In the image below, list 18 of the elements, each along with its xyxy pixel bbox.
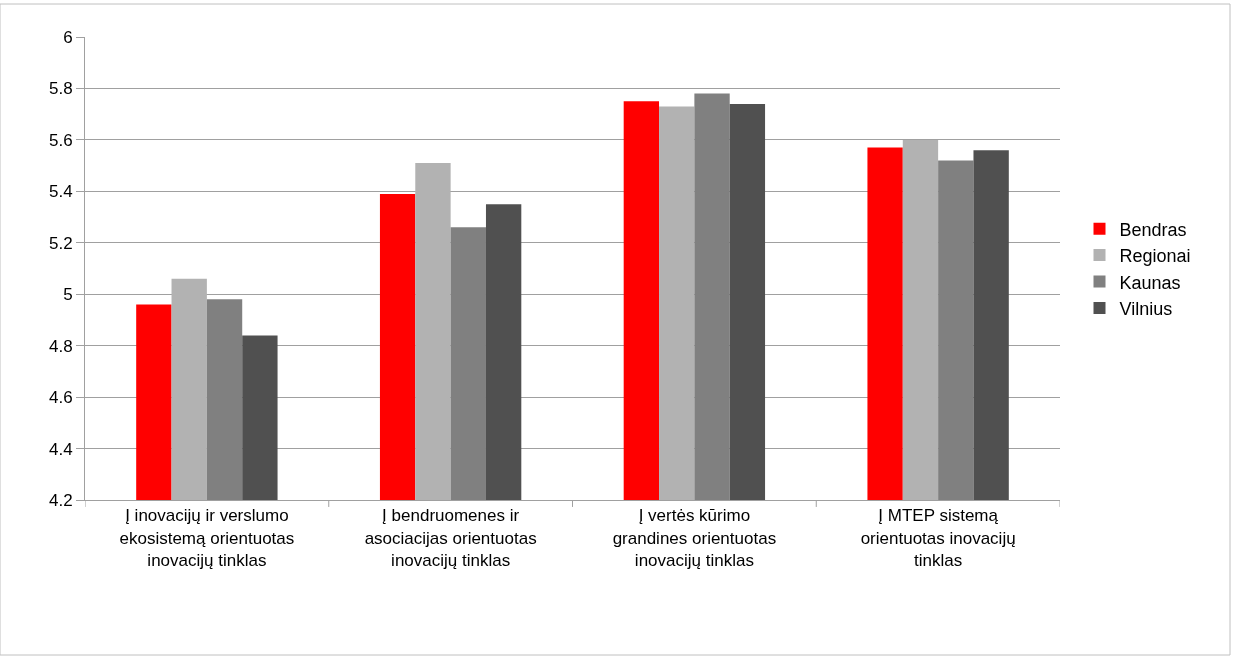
y-tick-label: 4.6 — [48, 388, 73, 408]
x-tick-label: Į bendruomenes ir asociacijas orientuotas inovacijų tinklas — [364, 506, 537, 570]
legend-label: Vilnius — [1119, 298, 1173, 319]
legend-label: Bendras — [1119, 219, 1187, 240]
x-tick-label: Į vertės kūrimo grandines orientuotas inovacijų tinklas — [612, 506, 777, 570]
y-tick-label: 4.2 — [48, 490, 73, 510]
y-tick-label: 5.2 — [48, 233, 73, 253]
y-tick-label: 4.4 — [48, 439, 73, 459]
y-tick-label: 5.6 — [48, 130, 73, 150]
y-tick-label: 6 — [63, 27, 73, 47]
legend-label: Regionai — [1119, 246, 1191, 267]
y-tick-label: 5 — [63, 285, 73, 305]
y-tick-label: 5.8 — [48, 79, 73, 99]
y-tick-label: 5.4 — [48, 182, 73, 202]
x-tick-label: Į MTEP sistemą orientuotas inovacijų tinklas — [860, 506, 1016, 570]
legend-label: Kaunas — [1119, 272, 1181, 293]
y-tick-label: 4.8 — [48, 336, 73, 356]
x-tick-label: Į inovacijų ir verslumo ekosistemą orientuotas inovacijų tinklas — [119, 506, 295, 570]
